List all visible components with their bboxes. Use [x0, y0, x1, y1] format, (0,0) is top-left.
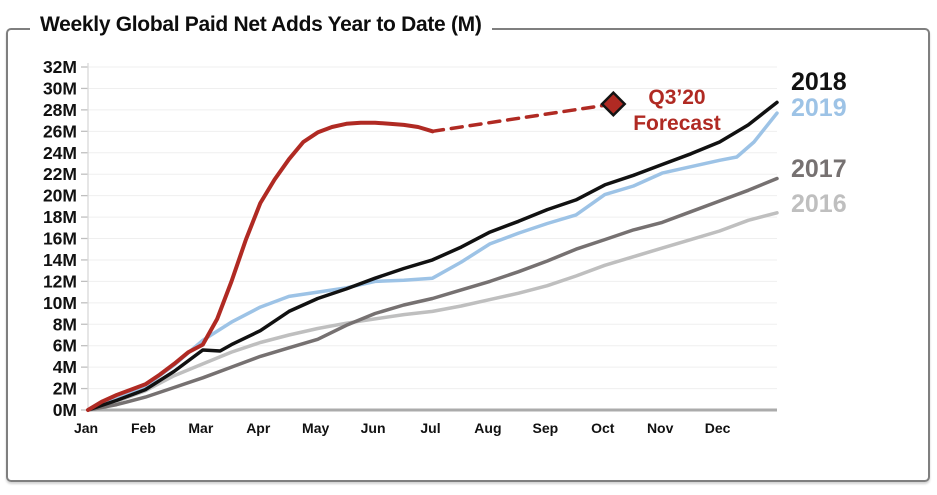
- x-axis-label: Oct: [591, 420, 615, 436]
- y-axis-label: 26M: [43, 121, 77, 141]
- series-line-2018: [86, 100, 779, 412]
- y-axis-label: 8M: [53, 314, 77, 334]
- series-line-2017: [86, 176, 779, 412]
- y-axis-label: 4M: [53, 357, 77, 377]
- y-axis-label: 28M: [43, 100, 77, 120]
- x-axis-label: Jul: [420, 420, 440, 436]
- y-axis-label: 0M: [53, 400, 77, 420]
- x-axis-label: Nov: [647, 420, 674, 436]
- chart-title: Weekly Global Paid Net Adds Year to Date…: [30, 13, 492, 37]
- y-axis-label: 30M: [43, 78, 77, 98]
- y-axis-label: 2M: [53, 379, 77, 399]
- legend-label-2018: 2018: [791, 68, 847, 96]
- x-axis-label: Jan: [74, 420, 98, 436]
- y-axis-label: 20M: [43, 186, 77, 206]
- y-axis-label: 16M: [43, 229, 77, 249]
- series-line-2020-forecast: [430, 102, 616, 134]
- y-axis-label: 24M: [43, 143, 77, 163]
- forecast-annotation-line2: Forecast: [633, 112, 721, 135]
- x-axis-label: Mar: [188, 420, 213, 436]
- x-axis-label: Feb: [131, 420, 156, 436]
- x-axis-label: Jun: [361, 420, 386, 436]
- y-axis-label: 12M: [43, 271, 77, 291]
- legend-label-2017: 2017: [791, 155, 847, 183]
- forecast-diamond-marker: [600, 90, 627, 118]
- y-axis-label: 10M: [43, 293, 77, 313]
- x-axis-label: Aug: [474, 420, 501, 436]
- y-axis-label: 6M: [53, 336, 77, 356]
- legend-label-2019: 2019: [791, 94, 847, 122]
- series-line-2016: [86, 211, 779, 412]
- y-axis-label: 18M: [43, 207, 77, 227]
- x-axis-label: Sep: [532, 420, 558, 436]
- x-axis-label: Apr: [246, 420, 271, 436]
- legend-label-2016: 2016: [791, 190, 847, 218]
- y-axis-label: 14M: [43, 250, 77, 270]
- x-axis-label: Dec: [705, 420, 731, 436]
- x-axis-label: May: [302, 420, 329, 436]
- forecast-annotation-line1: Q3’20: [648, 86, 706, 109]
- series-line-2020: [86, 120, 435, 412]
- y-axis-label: 32M: [43, 57, 77, 77]
- forecast-annotation: Q3’20 Forecast: [618, 85, 736, 137]
- y-axis-label: 22M: [43, 164, 77, 184]
